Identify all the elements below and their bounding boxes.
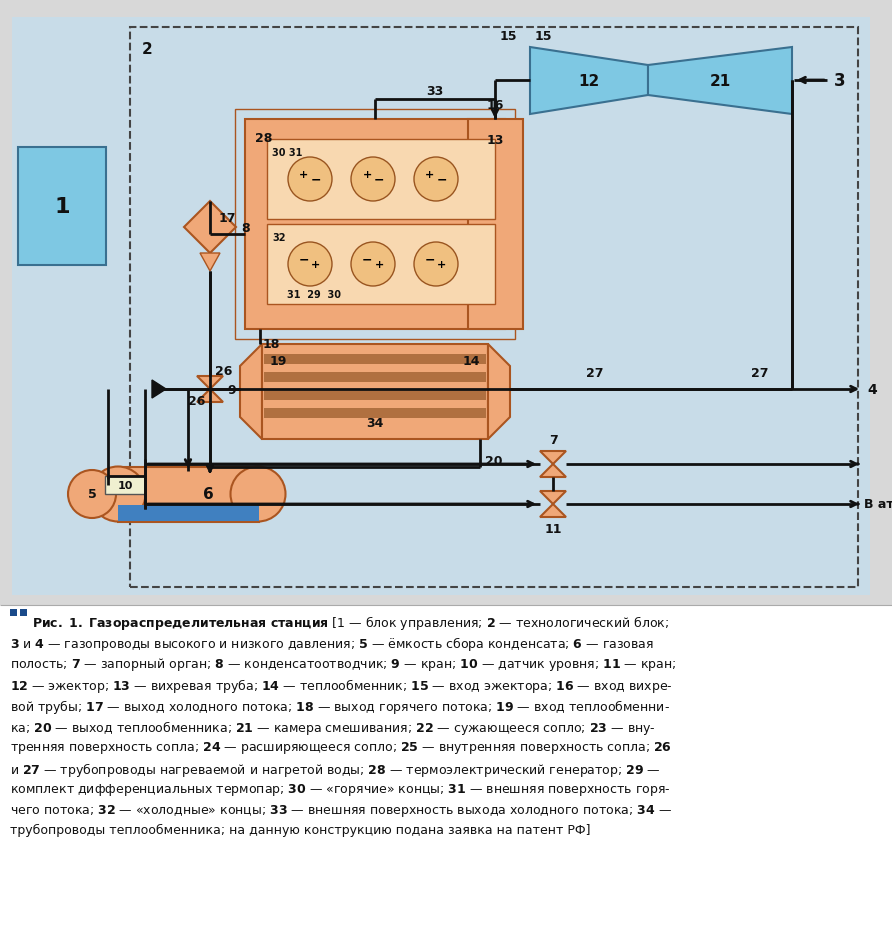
- Bar: [267, 139, 495, 220]
- Text: 15: 15: [535, 30, 552, 43]
- Text: +: +: [300, 169, 309, 180]
- Text: 11: 11: [544, 522, 562, 535]
- Circle shape: [351, 242, 395, 286]
- Bar: [10, 609, 17, 616]
- Text: тренняя поверхность сопла; $\mathbf{24}$ — расширяющееся сопло; $\mathbf{25}$ — : тренняя поверхность сопла; $\mathbf{24}$…: [10, 739, 672, 755]
- Text: 33: 33: [426, 85, 443, 98]
- Text: $\mathbf{3}$ и $\mathbf{4}$ — газопроводы высокого и низкого давления; $\mathbf{: $\mathbf{3}$ и $\mathbf{4}$ — газопровод…: [10, 635, 654, 652]
- Text: 21: 21: [709, 73, 731, 88]
- Text: 4: 4: [867, 383, 877, 397]
- Bar: [118, 505, 259, 521]
- Polygon shape: [648, 48, 792, 115]
- Text: ка; $\mathbf{20}$ — выход теплообменника; $\mathbf{21}$ — камера смешивания; $\m: ка; $\mathbf{20}$ — выход теплообменника…: [10, 718, 656, 737]
- Text: 12: 12: [578, 73, 599, 88]
- Text: 28: 28: [255, 132, 272, 145]
- Bar: [264, 408, 486, 418]
- Polygon shape: [240, 344, 262, 440]
- Polygon shape: [488, 344, 510, 440]
- Bar: [12, 18, 870, 595]
- Text: 7: 7: [549, 433, 558, 446]
- Polygon shape: [152, 381, 166, 399]
- Bar: [20, 609, 27, 616]
- Text: −: −: [374, 173, 384, 186]
- Text: 26: 26: [187, 395, 205, 407]
- Polygon shape: [540, 464, 566, 477]
- Text: 10: 10: [118, 480, 133, 490]
- Circle shape: [414, 158, 458, 202]
- Polygon shape: [184, 202, 236, 254]
- Circle shape: [351, 158, 395, 202]
- Polygon shape: [197, 389, 223, 402]
- Bar: [0, 606, 892, 936]
- Text: 3: 3: [834, 72, 846, 90]
- Polygon shape: [530, 48, 648, 115]
- Text: $\mathbf{12}$ — эжектор; $\mathbf{13}$ — вихревая труба; $\mathbf{14}$ — теплооб: $\mathbf{12}$ — эжектор; $\mathbf{13}$ —…: [10, 677, 673, 695]
- Ellipse shape: [230, 467, 285, 522]
- Text: 17: 17: [219, 212, 235, 225]
- Text: трубопроводы теплообменника; на данную конструкцию подана заявка на патент РФ]: трубопроводы теплообменника; на данную к…: [10, 823, 591, 836]
- Bar: [235, 110, 515, 340]
- Text: 34: 34: [367, 417, 384, 430]
- Bar: [267, 225, 495, 305]
- Text: +: +: [311, 259, 320, 270]
- Text: комплект дифференциальных термопар; $\mathbf{30}$ — «горячие» концы; $\mathbf{31: комплект дифференциальных термопар; $\ma…: [10, 782, 671, 797]
- Text: 30 31: 30 31: [272, 148, 302, 158]
- Text: 20: 20: [485, 455, 502, 467]
- Text: 32: 32: [272, 233, 285, 242]
- Bar: [130, 28, 858, 588]
- Text: 27: 27: [751, 367, 769, 380]
- Bar: [245, 120, 505, 329]
- Text: 13: 13: [486, 134, 504, 147]
- Text: и $\mathbf{27}$ — трубопроводы нагреваемой и нагретой воды; $\mathbf{28}$ — терм: и $\mathbf{27}$ — трубопроводы нагреваем…: [10, 760, 661, 778]
- Bar: [105, 476, 145, 494]
- Text: 18: 18: [263, 338, 280, 351]
- Text: 31  29  30: 31 29 30: [287, 289, 341, 300]
- Text: 1: 1: [54, 197, 70, 217]
- Text: 6: 6: [202, 487, 213, 502]
- Text: +: +: [425, 169, 434, 180]
- Circle shape: [68, 471, 116, 519]
- Bar: [262, 344, 488, 440]
- Text: 8: 8: [241, 221, 250, 234]
- Polygon shape: [540, 505, 566, 518]
- Bar: [118, 467, 259, 522]
- Polygon shape: [540, 451, 566, 464]
- Bar: [264, 390, 486, 401]
- Text: 9: 9: [227, 383, 235, 396]
- Circle shape: [288, 158, 332, 202]
- Text: 16: 16: [486, 99, 504, 112]
- Text: чего потока; $\mathbf{32}$ — «холодные» концы; $\mathbf{33}$ — внешняя поверхнос: чего потока; $\mathbf{32}$ — «холодные» …: [10, 802, 672, 818]
- Text: 15: 15: [500, 30, 517, 43]
- Circle shape: [288, 242, 332, 286]
- Text: $\mathbf{Рис.\ 1.\ Газораспределительная\ станция}$ [1 — блок управления; $\math: $\mathbf{Рис.\ 1.\ Газораспределительная…: [32, 613, 669, 631]
- Text: полость; $\mathbf{7}$ — запорный орган; $\mathbf{8}$ — конденсатоотводчик; $\mat: полость; $\mathbf{7}$ — запорный орган; …: [10, 655, 676, 672]
- Text: −: −: [362, 254, 372, 266]
- Text: −: −: [299, 254, 310, 266]
- Text: вой трубы; $\mathbf{17}$ — выход холодного потока; $\mathbf{18}$ — выход горячег: вой трубы; $\mathbf{17}$ — выход холодно…: [10, 697, 670, 715]
- Text: −: −: [310, 173, 321, 186]
- Text: −: −: [425, 254, 435, 266]
- Text: 5: 5: [87, 488, 96, 501]
- Bar: [468, 120, 523, 329]
- Polygon shape: [200, 254, 220, 271]
- Text: −: −: [437, 173, 447, 186]
- Text: 2: 2: [142, 42, 153, 57]
- Text: 26: 26: [215, 365, 233, 377]
- Text: 14: 14: [462, 355, 480, 368]
- Text: +: +: [375, 259, 384, 270]
- Polygon shape: [197, 376, 223, 389]
- Text: +: +: [362, 169, 372, 180]
- Bar: [264, 373, 486, 383]
- Circle shape: [414, 242, 458, 286]
- Polygon shape: [540, 491, 566, 505]
- Text: +: +: [437, 259, 447, 270]
- Text: В атмосферу: В атмосферу: [864, 498, 892, 511]
- Ellipse shape: [90, 467, 145, 522]
- Text: 19: 19: [270, 355, 287, 368]
- Text: 27: 27: [586, 367, 604, 380]
- Bar: [264, 355, 486, 365]
- Bar: [18, 148, 106, 266]
